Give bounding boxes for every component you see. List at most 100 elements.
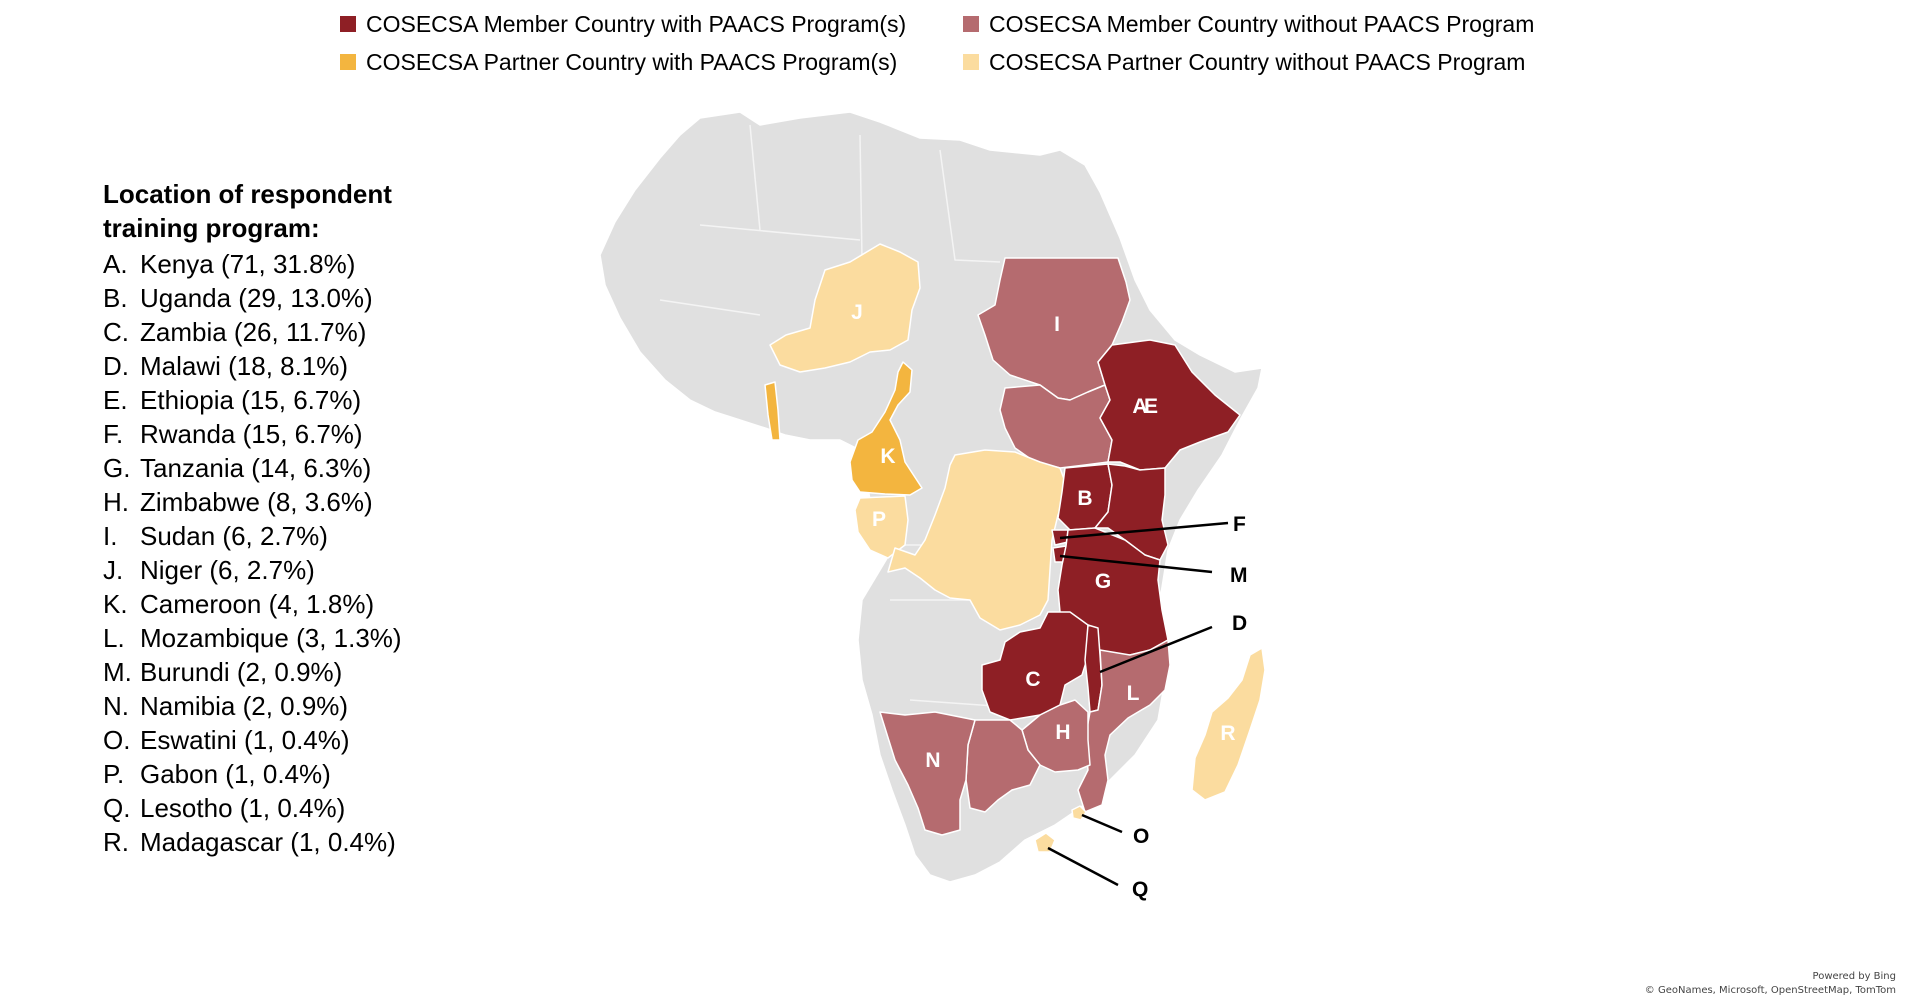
item-text: Madagascar (1, 0.4%) bbox=[140, 827, 396, 857]
map-label-n: N bbox=[925, 749, 940, 772]
leader-line-d bbox=[1099, 625, 1213, 674]
item-letter: Q. bbox=[103, 793, 131, 823]
list-item: F. Rwanda (15, 6.7%) bbox=[103, 417, 402, 451]
map-label-p: P bbox=[872, 508, 886, 531]
item-letter: A. bbox=[103, 249, 128, 279]
legend-swatch-member-with bbox=[340, 16, 356, 32]
map-legend: COSECSA Member Country with PAACS Progra… bbox=[340, 12, 1603, 74]
item-text: Zimbabwe (8, 3.6%) bbox=[140, 487, 373, 517]
item-text: Kenya (71, 31.8%) bbox=[140, 249, 356, 279]
leader-line-f bbox=[1059, 521, 1229, 540]
item-text: Mozambique (3, 1.3%) bbox=[140, 623, 402, 653]
respondent-location-list: Location of respondent training program:… bbox=[103, 177, 402, 859]
list-item: E. Ethiopia (15, 6.7%) bbox=[103, 383, 402, 417]
heading-line-1: Location of respondent bbox=[103, 179, 392, 209]
country-namibia bbox=[879, 711, 976, 836]
item-letter: J. bbox=[103, 555, 124, 585]
legend-label: COSECSA Member Country without PAACS Pro… bbox=[989, 11, 1535, 37]
map-label-k: K bbox=[880, 445, 895, 468]
map-label-l: L bbox=[1127, 682, 1140, 705]
country-lesotho bbox=[1034, 832, 1056, 853]
item-text: Namibia (2, 0.9%) bbox=[140, 691, 349, 721]
item-letter: D. bbox=[103, 351, 129, 381]
item-letter: H. bbox=[103, 487, 129, 517]
attribution-powered-by: Powered by Bing bbox=[1812, 971, 1896, 982]
item-text: Sudan (6, 2.7%) bbox=[140, 521, 328, 551]
country-niger bbox=[769, 243, 921, 373]
legend-swatch-partner-without bbox=[963, 54, 979, 70]
item-letter: L. bbox=[103, 623, 125, 653]
item-text: Burundi (2, 0.9%) bbox=[140, 657, 343, 687]
list-item: J. Niger (6, 2.7%) bbox=[103, 553, 402, 587]
map-label-c: C bbox=[1025, 668, 1040, 691]
country-cameroon bbox=[849, 361, 923, 496]
item-text: Gabon (1, 0.4%) bbox=[140, 759, 331, 789]
country-togo bbox=[764, 381, 781, 441]
heading-line-2: training program: bbox=[103, 213, 320, 243]
legend-label: COSECSA Partner Country with PAACS Progr… bbox=[366, 49, 898, 75]
item-text: Zambia (26, 11.7%) bbox=[140, 317, 367, 347]
map-label-e: E bbox=[1144, 395, 1158, 418]
callout-label-o: O bbox=[1133, 825, 1149, 848]
list-item: R. Madagascar (1, 0.4%) bbox=[103, 825, 402, 859]
legend-label: COSECSA Member Country with PAACS Progra… bbox=[366, 11, 907, 37]
list-item: O. Eswatini (1, 0.4%) bbox=[103, 723, 402, 757]
country-gabon bbox=[854, 495, 909, 559]
map-label-h: H bbox=[1055, 721, 1070, 744]
item-text: Malawi (18, 8.1%) bbox=[140, 351, 349, 381]
item-letter: K. bbox=[103, 589, 128, 619]
list-item: I. Sudan (6, 2.7%) bbox=[103, 519, 402, 553]
item-text: Rwanda (15, 6.7%) bbox=[140, 419, 363, 449]
map-label-r: R bbox=[1220, 722, 1235, 745]
list-item: G. Tanzania (14, 6.3%) bbox=[103, 451, 402, 485]
legend-swatch-member-without bbox=[963, 16, 979, 32]
legend-swatch-partner-with bbox=[340, 54, 356, 70]
item-text: Niger (6, 2.7%) bbox=[140, 555, 315, 585]
leader-line-m bbox=[1059, 554, 1213, 574]
callout-label-d: D bbox=[1232, 612, 1247, 635]
legend-item-member-without: COSECSA Member Country without PAACS Pro… bbox=[963, 12, 1603, 36]
country-madagascar bbox=[1191, 647, 1266, 801]
list-item: P. Gabon (1, 0.4%) bbox=[103, 757, 402, 791]
item-letter: C. bbox=[103, 317, 129, 347]
list-item: Q. Lesotho (1, 0.4%) bbox=[103, 791, 402, 825]
callout-label-q: Q bbox=[1132, 878, 1148, 901]
map-label-b: B bbox=[1077, 487, 1092, 510]
leader-line-o bbox=[1081, 813, 1123, 834]
item-text: Ethiopia (15, 6.7%) bbox=[140, 385, 362, 415]
map-attribution: Powered by Bing © GeoNames, Microsoft, O… bbox=[1645, 970, 1896, 998]
attribution-sources: © GeoNames, Microsoft, OpenStreetMap, To… bbox=[1644, 985, 1896, 996]
item-text: Uganda (29, 13.0%) bbox=[140, 283, 373, 313]
list-heading: Location of respondent training program: bbox=[103, 177, 402, 245]
item-text: Lesotho (1, 0.4%) bbox=[140, 793, 346, 823]
callout-label-f: F bbox=[1233, 513, 1246, 536]
map-label-i: I bbox=[1054, 313, 1060, 336]
legend-label: COSECSA Partner Country without PAACS Pr… bbox=[989, 49, 1526, 75]
callout-label-m: M bbox=[1230, 564, 1248, 587]
list-item: N. Namibia (2, 0.9%) bbox=[103, 689, 402, 723]
legend-item-partner-without: COSECSA Partner Country without PAACS Pr… bbox=[963, 50, 1603, 74]
legend-item-member-with: COSECSA Member Country with PAACS Progra… bbox=[340, 12, 963, 36]
item-letter: P. bbox=[103, 759, 125, 789]
list-item: H. Zimbabwe (8, 3.6%) bbox=[103, 485, 402, 519]
list-item: M. Burundi (2, 0.9%) bbox=[103, 655, 402, 689]
item-text: Eswatini (1, 0.4%) bbox=[140, 725, 350, 755]
item-letter: N. bbox=[103, 691, 129, 721]
map-label-j: J bbox=[851, 301, 863, 324]
item-letter: B. bbox=[103, 283, 128, 313]
item-letter: E. bbox=[103, 385, 128, 415]
item-letter: R. bbox=[103, 827, 129, 857]
item-letter: I. bbox=[103, 521, 118, 551]
list-item: D. Malawi (18, 8.1%) bbox=[103, 349, 402, 383]
leader-line-q bbox=[1047, 846, 1119, 887]
map-label-a: A bbox=[1132, 395, 1147, 418]
item-letter: G. bbox=[103, 453, 131, 483]
list-item: K. Cameroon (4, 1.8%) bbox=[103, 587, 402, 621]
item-text: Cameroon (4, 1.8%) bbox=[140, 589, 375, 619]
list-item: L. Mozambique (3, 1.3%) bbox=[103, 621, 402, 655]
item-letter: F. bbox=[103, 419, 124, 449]
map-label-g: G bbox=[1095, 570, 1111, 593]
list-item: B. Uganda (29, 13.0%) bbox=[103, 281, 402, 315]
list-item: C. Zambia (26, 11.7%) bbox=[103, 315, 402, 349]
